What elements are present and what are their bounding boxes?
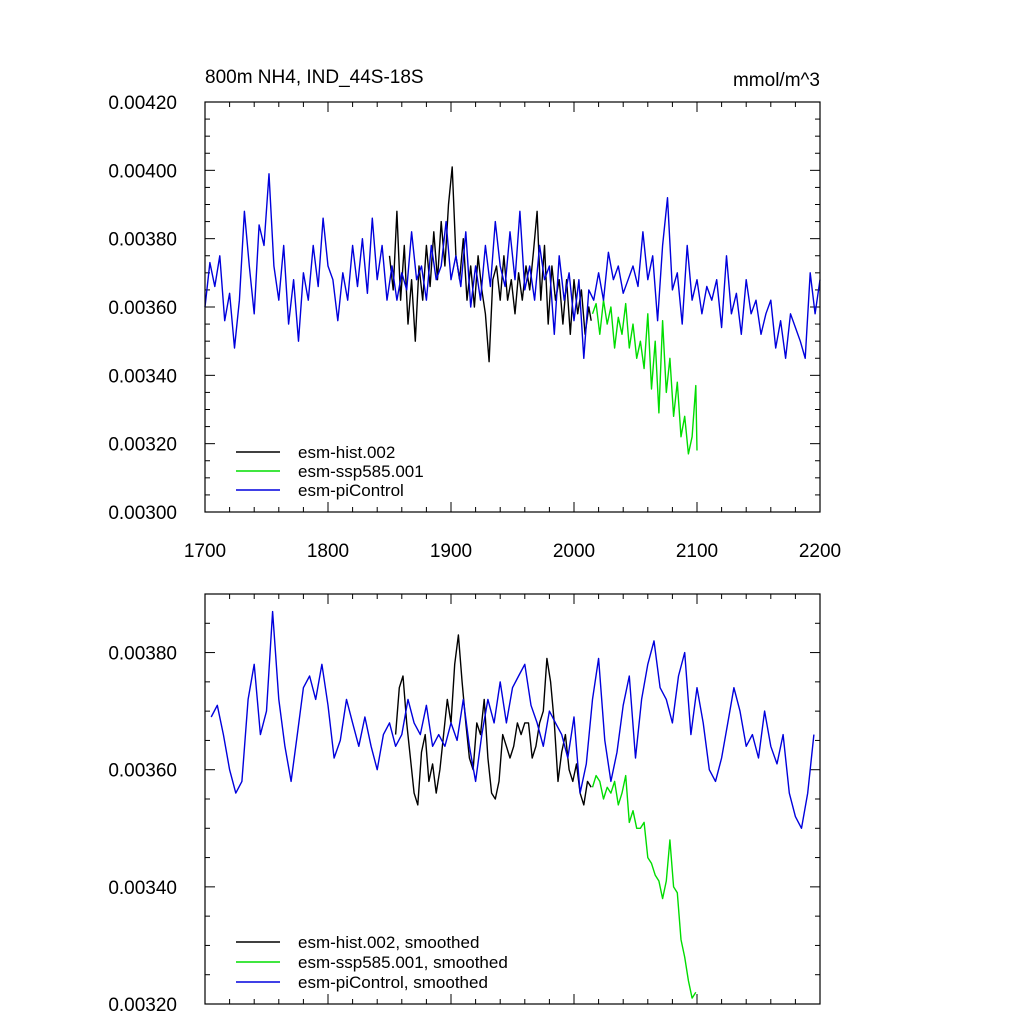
bottom-series-hist <box>394 634 592 806</box>
top-y-tick-label: 0.00360 <box>108 298 177 319</box>
bottom-y-tick-label: 0.00360 <box>108 761 177 782</box>
bottom-panel: 0.00320 0.00340 0.00360 0.00380 esm-hist… <box>108 593 821 1016</box>
top-legend: esm-hist.002 esm-ssp585.001 esm-piContro… <box>236 443 424 500</box>
top-x-tick-label: 2200 <box>799 541 841 562</box>
bottom-legend: esm-hist.002, smoothed esm-ssp585.001, s… <box>236 933 508 992</box>
top-y-tick-label: 0.00320 <box>108 435 177 456</box>
top-x-tick-label: 2100 <box>676 541 718 562</box>
bottom-plot-frame <box>204 593 821 1005</box>
legend-label-ssp585-smoothed: esm-ssp585.001, smoothed <box>298 953 508 972</box>
bottom-series-ssp585 <box>591 774 697 999</box>
top-panel: 800m NH4, IND_44S-18S mmol/m^3 0.00300 0… <box>108 67 841 562</box>
top-plot-frame <box>204 101 821 513</box>
top-x-tick-label: 1700 <box>184 541 226 562</box>
bottom-tick-marks <box>204 593 821 1005</box>
top-series-ssp585 <box>591 299 698 455</box>
top-title-right: mmol/m^3 <box>733 70 820 91</box>
top-y-tick-label: 0.00420 <box>108 93 177 114</box>
legend-label-picontrol-smoothed: esm-piControl, smoothed <box>298 973 488 992</box>
top-x-tick-label: 1900 <box>430 541 472 562</box>
bottom-series-picontrol <box>210 610 815 829</box>
top-series-group <box>204 166 821 455</box>
bottom-y-tick-labels: 0.00320 0.00340 0.00360 0.00380 <box>108 644 177 1016</box>
top-tick-marks <box>204 101 821 513</box>
bottom-y-tick-label: 0.00340 <box>108 878 177 899</box>
top-series-hist <box>388 166 592 363</box>
top-y-tick-label: 0.00300 <box>108 503 177 524</box>
top-y-tick-label: 0.00380 <box>108 230 177 251</box>
top-y-tick-labels: 0.00300 0.00320 0.00340 0.00360 0.00380 … <box>108 93 177 524</box>
top-series-picontrol <box>204 173 821 359</box>
top-x-tick-label: 1800 <box>307 541 349 562</box>
legend-label-hist: esm-hist.002 <box>298 443 395 462</box>
legend-label-ssp585: esm-ssp585.001 <box>298 462 424 481</box>
bottom-series-group <box>210 610 815 999</box>
legend-label-picontrol: esm-piControl <box>298 481 404 500</box>
bottom-y-tick-label: 0.00320 <box>108 995 177 1016</box>
top-x-tick-label: 2000 <box>553 541 595 562</box>
legend-label-hist-smoothed: esm-hist.002, smoothed <box>298 933 479 952</box>
top-title-left: 800m NH4, IND_44S-18S <box>205 67 424 88</box>
top-x-tick-labels: 1700 1800 1900 2000 2100 2200 <box>184 541 841 562</box>
top-y-tick-label: 0.00400 <box>108 161 177 182</box>
top-y-tick-label: 0.00340 <box>108 366 177 387</box>
bottom-y-tick-label: 0.00380 <box>108 644 177 665</box>
